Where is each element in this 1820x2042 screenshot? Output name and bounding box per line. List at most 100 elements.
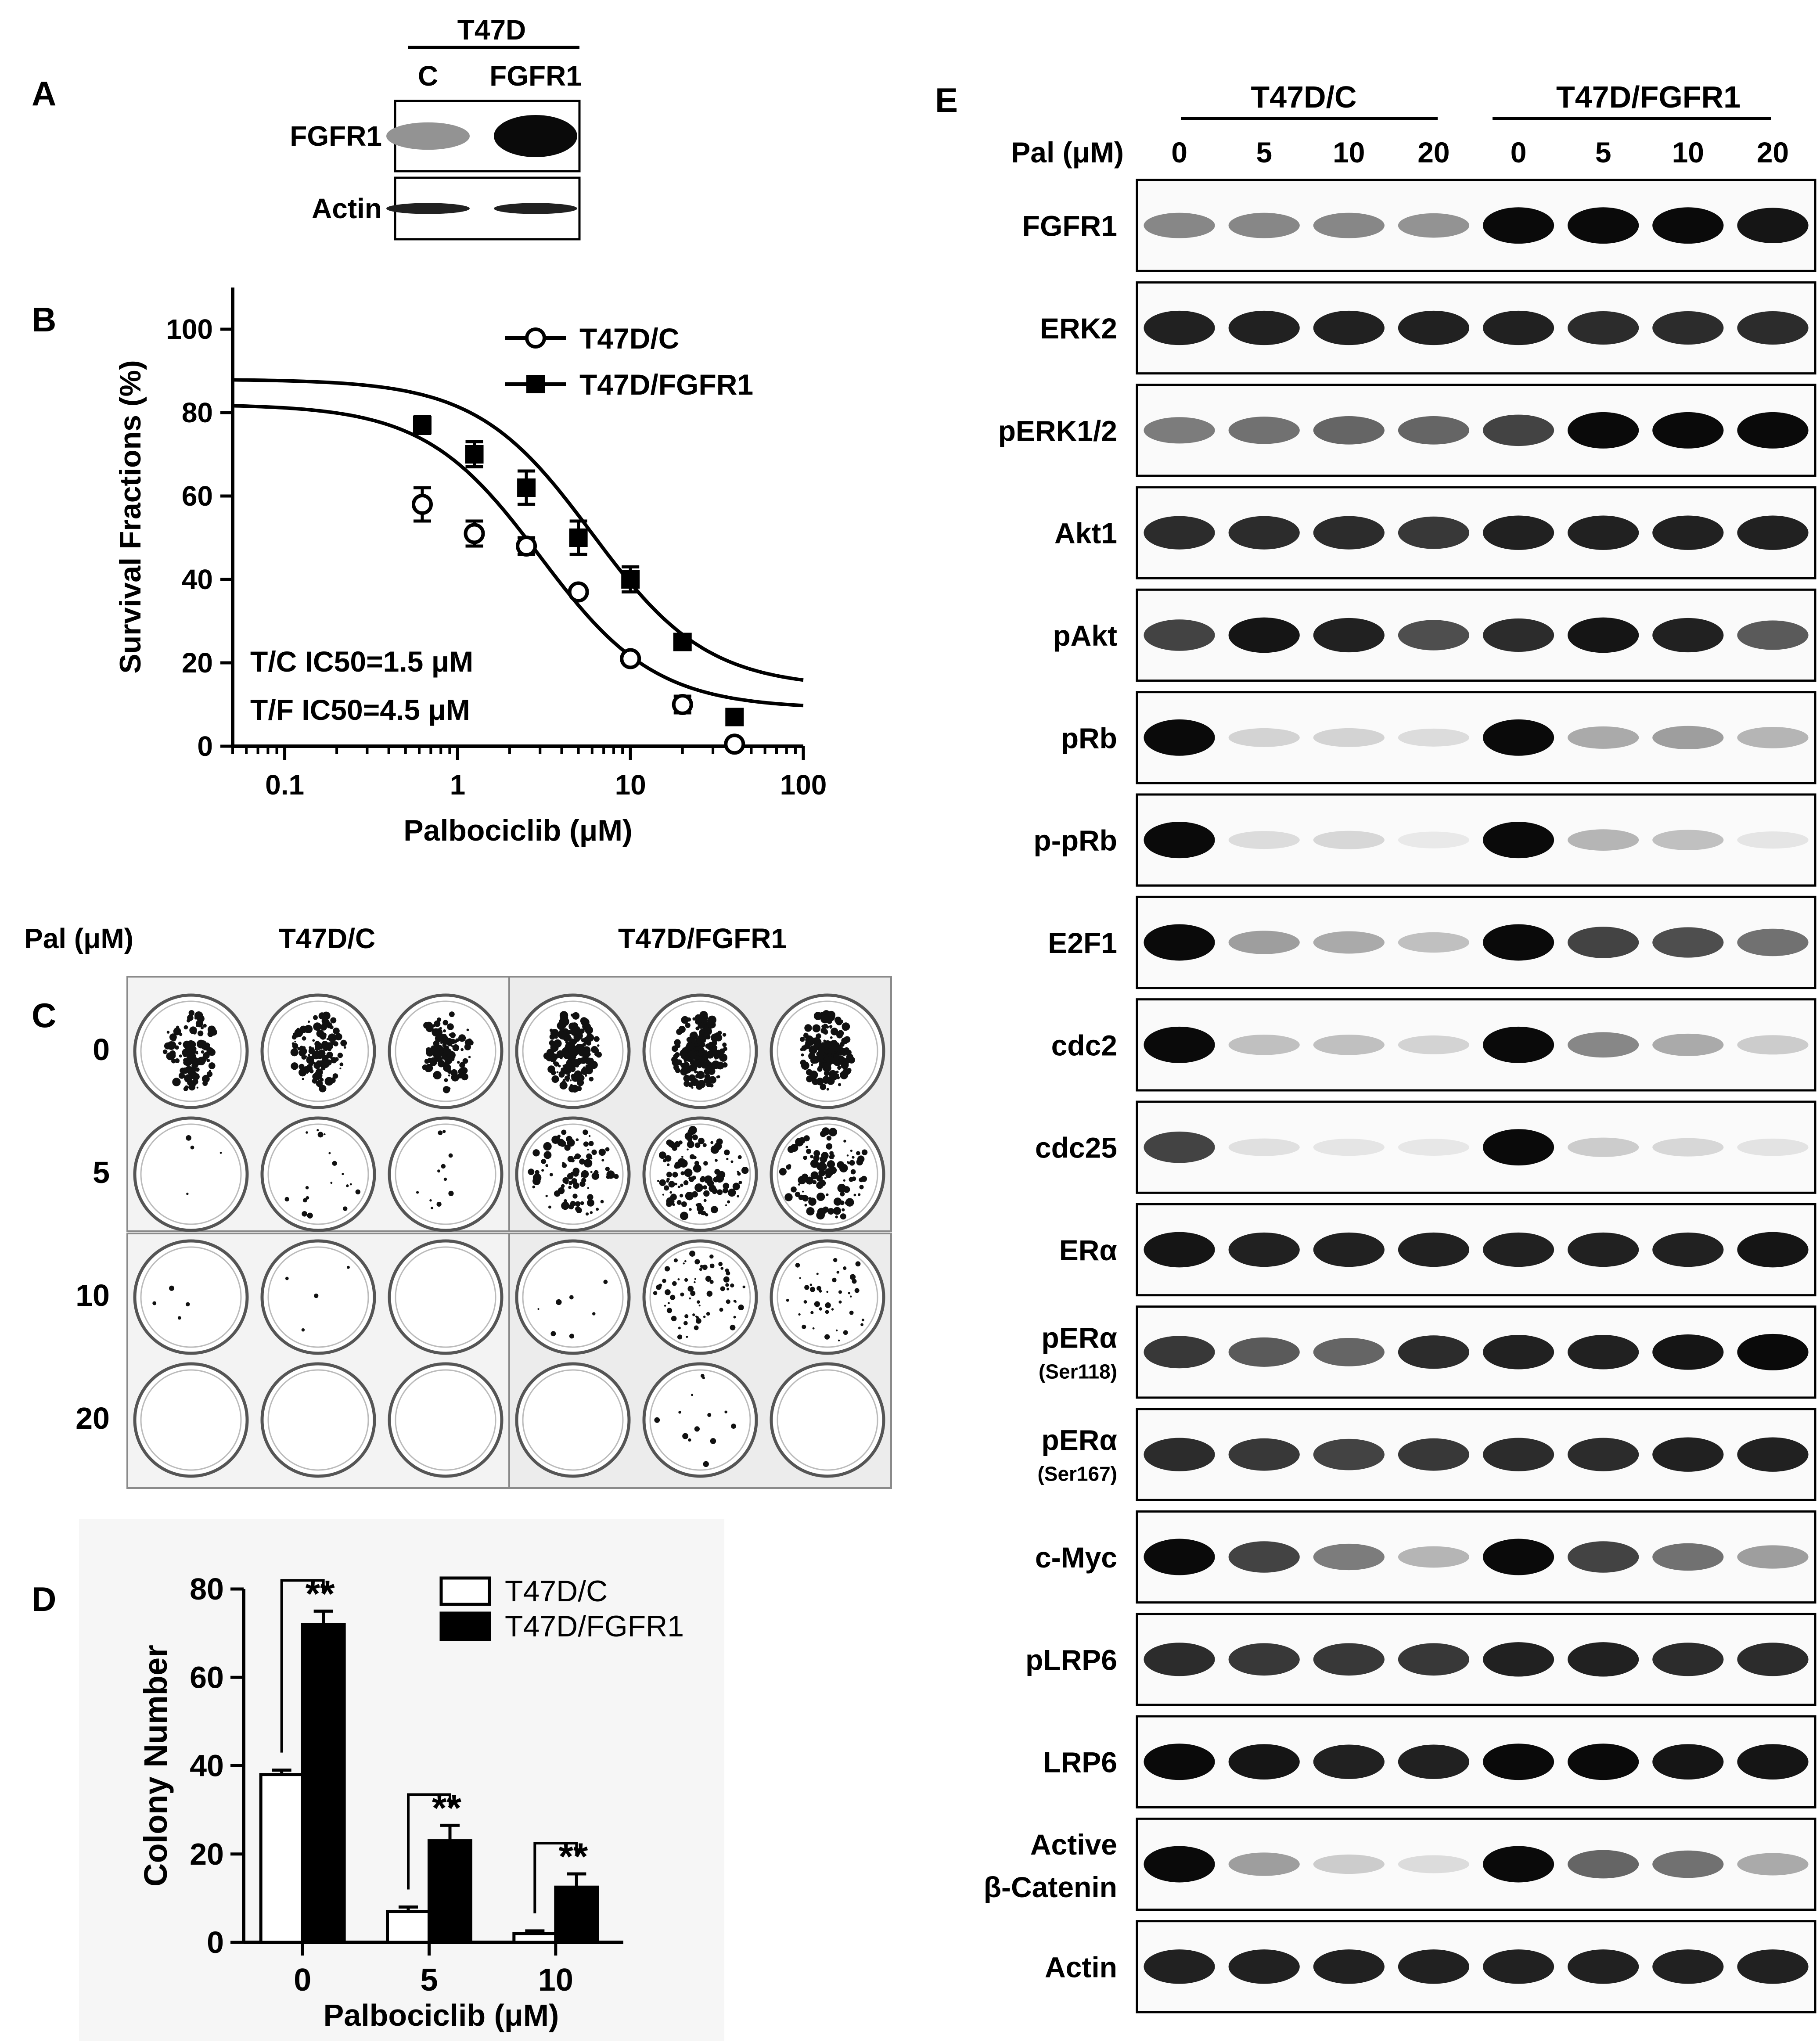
- panel-c-colony: [666, 1179, 669, 1183]
- panel-b-x-tick-label: 100: [780, 769, 827, 801]
- panel-c-well-3-1-2: [770, 1362, 885, 1478]
- panel-c-colony: [839, 1061, 844, 1065]
- panel-c-colony: [327, 1033, 337, 1043]
- panel-c-colony: [802, 1190, 804, 1193]
- panel-c-colony: [657, 1179, 659, 1182]
- panel-c-colony: [816, 1033, 819, 1036]
- panel-c-colony: [704, 1027, 712, 1035]
- panel-c-colony: [566, 1136, 572, 1143]
- panel-a-band-0-1: [494, 115, 577, 157]
- panel-c-colony: [664, 1266, 670, 1272]
- panel-e-blot-3-band-4: [1482, 515, 1554, 550]
- panel-c-colony: [692, 1176, 696, 1180]
- panel-c-colony: [683, 1080, 690, 1087]
- panel-e-blot-2-band-6: [1652, 412, 1724, 449]
- panel-c-well-rim: [140, 1246, 242, 1348]
- panel-c-colony: [579, 1158, 585, 1165]
- panel-c-colony: [591, 1046, 598, 1053]
- panel-c-colony: [429, 1199, 432, 1202]
- panel-c-colony: [849, 1310, 854, 1315]
- panel-c-colony: [695, 1203, 698, 1206]
- panel-e-blot-9-band-7: [1737, 1138, 1809, 1156]
- panel-c-colony: [686, 1058, 689, 1062]
- panel-c-colony: [698, 1022, 705, 1029]
- panel-c-colony: [723, 1187, 728, 1194]
- panel-b-point-1-5: [673, 633, 692, 651]
- panel-c-colony: [566, 1078, 569, 1082]
- panel-e-blot-11-band-7: [1737, 1334, 1809, 1370]
- panel-c-colony: [532, 1185, 536, 1189]
- panel-c-colony: [806, 1146, 809, 1149]
- panel-a-lane-label-1: FGFR1: [489, 60, 582, 92]
- panel-c-colony: [848, 1056, 855, 1064]
- panel-c-colony: [809, 1287, 816, 1292]
- panel-c-colony: [840, 1191, 845, 1197]
- panel-c-colony: [838, 1056, 845, 1062]
- panel-c-colony: [816, 1192, 825, 1201]
- panel-e-blot-5-band-5: [1568, 726, 1639, 749]
- panel-d-significance: **: [558, 1836, 588, 1878]
- panel-c-colony: [824, 1046, 829, 1050]
- panel-b-x-label: Palbociclib (μM): [403, 814, 632, 847]
- panel-c-colony: [686, 1041, 695, 1050]
- panel-c-well-rim: [777, 1369, 878, 1471]
- panel-c-colony: [189, 1051, 194, 1056]
- panel-c-colony: [317, 1132, 324, 1138]
- panel-c-colony: [834, 1052, 836, 1054]
- panel-e-blot-4-band-6: [1652, 618, 1724, 653]
- panel-e-blot-2-band-5: [1568, 412, 1639, 449]
- panel-c-colony: [826, 1193, 829, 1196]
- panel-e-blot-5-band-1: [1228, 728, 1300, 747]
- panel-d-significance: **: [306, 1573, 335, 1615]
- panel-c-colony: [605, 1147, 610, 1152]
- panel-e-blot-8-band-1: [1228, 1035, 1300, 1055]
- panel-c-colony: [568, 1186, 572, 1189]
- panel-c-colony: [564, 1064, 569, 1069]
- panel-e-blot-15-band-4: [1482, 1744, 1554, 1780]
- panel-c-colony: [302, 1211, 307, 1217]
- panel-c-colony: [203, 1046, 208, 1051]
- panel-c-colony: [436, 1201, 442, 1207]
- panel-c-colony: [843, 1330, 848, 1335]
- panel-c-colony: [813, 1039, 820, 1046]
- panel-e-blot-13-band-2: [1313, 1543, 1385, 1571]
- panel-c-colony: [201, 1075, 210, 1083]
- panel-c-colony: [566, 1044, 571, 1048]
- panel-c-colony: [332, 1161, 337, 1166]
- panel-e-blot-10-band-0: [1144, 1232, 1215, 1268]
- panel-c-colony: [306, 1056, 314, 1064]
- panel-c-colony: [671, 1316, 677, 1322]
- panel-e-blot-14-band-3: [1398, 1643, 1470, 1676]
- panel-c-colony: [826, 1143, 833, 1150]
- panel-c-colony: [694, 1259, 700, 1265]
- panel-c-colony: [572, 1194, 578, 1199]
- panel-c-colony: [710, 1084, 714, 1088]
- panel-c-well-1-0-1: [260, 1116, 376, 1232]
- panel-e-blot-2-band-7: [1737, 412, 1809, 449]
- panel-c-colony: [464, 1075, 466, 1077]
- panel-c-colony: [550, 1029, 559, 1038]
- panel-e-blot-3-band-6: [1652, 515, 1724, 550]
- panel-c-colony: [662, 1279, 666, 1283]
- panel-c-well-1-0-0: [133, 1116, 249, 1232]
- panel-c-colony: [672, 1203, 675, 1206]
- panel-c-colony: [432, 1024, 435, 1028]
- panel-e-blot-11-band-6: [1652, 1334, 1724, 1370]
- panel-c-colony: [694, 1281, 696, 1283]
- panel-e-blot-3-band-5: [1568, 515, 1639, 550]
- panel-b-point-0-1: [464, 523, 485, 544]
- panel-e-blot-2-band-4: [1482, 414, 1554, 446]
- panel-e-blot-17-band-6: [1652, 1949, 1724, 1984]
- panel-c-colony: [731, 1424, 736, 1429]
- panel-c-colony: [169, 1033, 177, 1041]
- panel-c-colony: [823, 1057, 826, 1061]
- panel-c-colony: [665, 1289, 671, 1295]
- panel-c-colony: [827, 1208, 834, 1215]
- panel-c-colony: [587, 1187, 590, 1189]
- panel-e-blot-7-band-1: [1228, 931, 1300, 954]
- panel-c-colony: [556, 1071, 559, 1074]
- panel-c-colony: [709, 1280, 714, 1284]
- panel-c-colony: [703, 1161, 708, 1166]
- panel-c-colony: [685, 1022, 691, 1028]
- panel-d-legend-swatch-1: [439, 1611, 491, 1641]
